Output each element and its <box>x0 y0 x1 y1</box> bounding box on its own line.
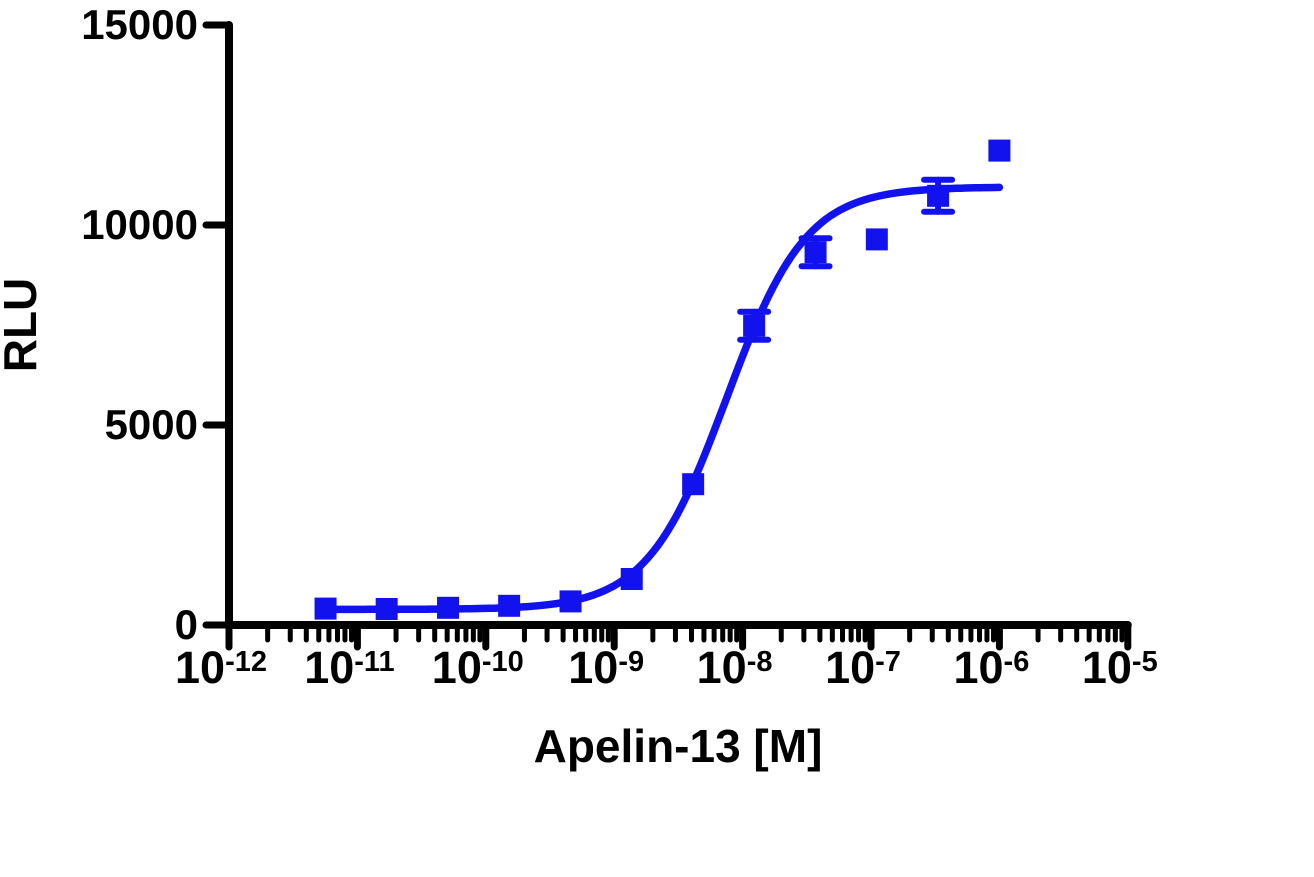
data-point-marker <box>375 598 398 620</box>
data-point-marker <box>682 473 705 496</box>
x-tick-label: 10-9 <box>568 642 644 693</box>
y-axis-tick-labels: 0 5000 10000 15000 <box>81 1 198 648</box>
y-tick-label: 0 <box>175 601 198 648</box>
y-tick-label: 15000 <box>81 1 198 48</box>
x-tick-label: 10-7 <box>825 642 901 693</box>
data-point-marker <box>865 228 888 251</box>
x-axis-title: Apelin-13 [M] <box>534 720 823 772</box>
x-tick-label: 10-10 <box>432 642 524 693</box>
data-point-marker <box>437 596 460 619</box>
data-points <box>314 139 1011 620</box>
data-point-marker <box>743 314 766 337</box>
data-point-marker <box>314 597 337 620</box>
data-point-marker <box>559 590 582 613</box>
axis-lines <box>225 21 1132 629</box>
fit-curve <box>321 183 1004 614</box>
x-tick-label: 10-5 <box>1082 642 1158 693</box>
data-point-marker <box>927 184 950 207</box>
data-point-marker <box>620 568 643 590</box>
y-tick-label: 10000 <box>81 201 198 248</box>
data-point-marker <box>988 139 1011 162</box>
x-tick-label: 10-12 <box>175 642 267 693</box>
axes <box>202 21 1132 651</box>
x-tick-label: 10-11 <box>304 642 394 693</box>
data-point-marker <box>804 241 827 264</box>
x-axis-tick-labels: 10-12 10-11 10-10 10-9 10-8 10-7 10-6 10-5 <box>175 642 1158 693</box>
data-point-marker <box>498 594 521 617</box>
x-tick-label: 10-6 <box>953 642 1029 693</box>
y-axis-title: RLU <box>0 278 46 373</box>
x-tick-label: 10-8 <box>697 642 773 693</box>
y-tick-label: 5000 <box>105 401 198 448</box>
